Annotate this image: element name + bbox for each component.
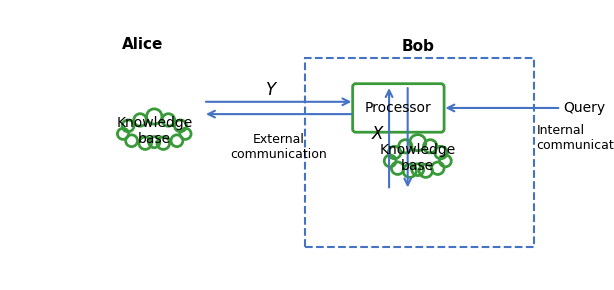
- Bar: [305, 58, 534, 246]
- Text: External
communication: External communication: [230, 133, 327, 161]
- Circle shape: [134, 114, 146, 126]
- Circle shape: [419, 164, 432, 177]
- Circle shape: [392, 162, 404, 175]
- Circle shape: [410, 135, 426, 151]
- Text: Knowledge
base: Knowledge base: [379, 143, 456, 173]
- Text: Bob: Bob: [402, 39, 434, 54]
- Circle shape: [149, 137, 160, 148]
- Circle shape: [398, 140, 412, 153]
- Circle shape: [403, 164, 416, 177]
- Text: Internal
communication: Internal communication: [536, 124, 614, 152]
- Circle shape: [157, 137, 169, 149]
- Circle shape: [388, 146, 401, 159]
- Circle shape: [432, 162, 444, 175]
- Circle shape: [162, 114, 174, 126]
- Circle shape: [424, 140, 437, 153]
- Text: Knowledge
base: Knowledge base: [116, 116, 192, 146]
- Circle shape: [126, 135, 138, 147]
- FancyBboxPatch shape: [352, 84, 444, 132]
- Circle shape: [139, 137, 152, 149]
- Circle shape: [440, 155, 451, 167]
- Circle shape: [147, 109, 162, 124]
- Circle shape: [412, 164, 424, 175]
- Circle shape: [384, 155, 396, 167]
- Text: Alice: Alice: [122, 37, 163, 52]
- Text: Y: Y: [266, 81, 276, 99]
- Circle shape: [171, 135, 183, 147]
- Text: X: X: [371, 125, 383, 143]
- Circle shape: [180, 128, 191, 139]
- Text: Query: Query: [564, 101, 605, 115]
- Text: Processor: Processor: [365, 101, 432, 115]
- Circle shape: [174, 120, 187, 132]
- Circle shape: [117, 128, 128, 139]
- Circle shape: [435, 146, 447, 159]
- Circle shape: [122, 120, 134, 132]
